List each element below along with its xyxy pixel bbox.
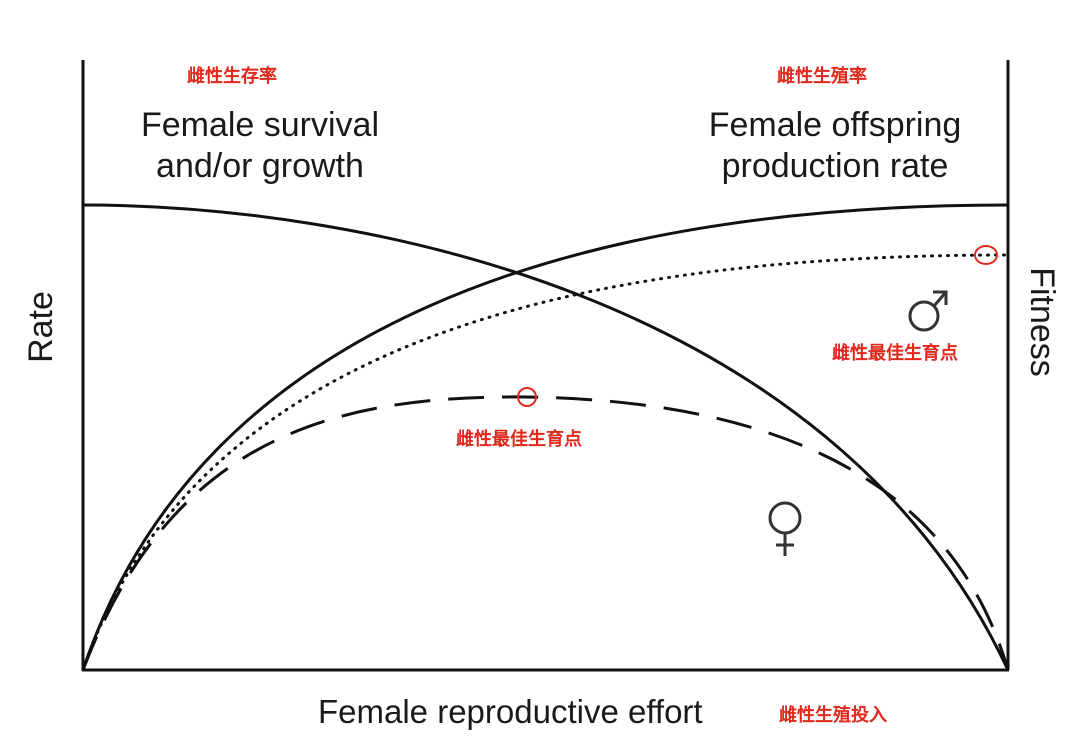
y-axis-label-rate: Rate: [22, 291, 60, 363]
y-axis-label-fitness: Fitness: [1023, 267, 1061, 377]
male-optimum-label: 雌性最佳生育点: [832, 342, 958, 364]
male-symbol-icon: [908, 290, 948, 332]
female-optimum-marker: [517, 387, 537, 407]
right-title-cn: 雌性生殖率: [777, 65, 867, 87]
left-title-line2: and/or growth: [156, 147, 364, 185]
x-axis-label-cn: 雌性生殖投入: [779, 704, 887, 726]
female-fitness-curve: [81, 395, 1010, 671]
offspring-production-curve: [81, 203, 1009, 671]
right-title-line2: production rate: [722, 147, 949, 185]
male-fitness-curve: [81, 253, 1010, 672]
right-title-line1: Female offspring: [709, 106, 962, 144]
female-optimum-label: 雌性最佳生育点: [456, 428, 582, 450]
left-title-cn: 雌性生存率: [187, 65, 277, 87]
left-title-line1: Female survival: [141, 106, 379, 144]
male-optimum-marker: [974, 245, 998, 265]
x-axis-label: Female reproductive effort: [318, 693, 703, 730]
female-symbol-icon: [768, 501, 802, 556]
survival-curve: [82, 203, 1010, 671]
